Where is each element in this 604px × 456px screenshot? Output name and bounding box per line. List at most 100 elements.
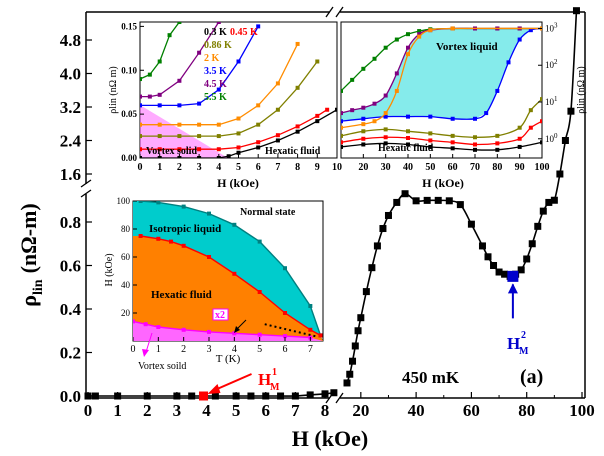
- inset-tr-x-tick-label: 60: [448, 162, 458, 173]
- inset-tl-data-point: [236, 145, 241, 150]
- inset-tr-x-tick-label: 80: [492, 162, 502, 173]
- x-tick-label: 7: [291, 401, 300, 420]
- inset-tl-series-line: [140, 61, 318, 137]
- main-data-point: [211, 392, 219, 400]
- inset-tl-data-point: [140, 122, 142, 127]
- y-tick-label: 0.8: [60, 213, 81, 232]
- x-tick-label: 2: [143, 401, 152, 420]
- inset-tr-data-point: [484, 111, 489, 116]
- x-tick-label: 100: [569, 401, 595, 420]
- inset-tr-y-tick-label: 102: [545, 58, 558, 70]
- inset-tl-legend-entry: 5.5 K: [204, 92, 227, 103]
- x-tick-label: 3: [173, 401, 182, 420]
- main-x-axis-title: H (kOe): [292, 426, 368, 451]
- inset-tl-data-point: [325, 107, 330, 112]
- inset-tl-data-point: [295, 124, 300, 129]
- inset-low-field-legend: 0.3 K 0.45 K 0.86 K 2 K 3.5 K 4.5 K 5.5 K: [204, 27, 258, 103]
- inset-tl-x-tick-label: 0: [138, 162, 143, 173]
- main-data-point: [501, 270, 509, 278]
- pd-x-tick-label: 2: [181, 344, 186, 355]
- inset-tl-data-point: [157, 103, 162, 108]
- inset-tl-data-point: [157, 59, 162, 64]
- inset-tr-data-point: [495, 133, 500, 138]
- tick-base: 10: [545, 134, 555, 144]
- phase-boundary-point: [257, 332, 262, 337]
- x-tick-label: 8: [321, 401, 330, 420]
- panel-label: (a): [520, 366, 543, 388]
- axis-break-mark: [80, 179, 92, 188]
- inset-tl-x-tick-label: 4: [216, 162, 221, 173]
- inset-tr-x-tick-label: 50: [425, 162, 435, 173]
- vortex-solid-arrow-head-icon: [142, 349, 149, 357]
- phase-boundary-point: [207, 255, 211, 259]
- inset-tr-data-point: [428, 138, 433, 143]
- main-data-point: [114, 392, 122, 400]
- tick-base: 10: [545, 60, 555, 70]
- inset-tl-data-point: [256, 145, 261, 150]
- inset-tr-data-point: [383, 111, 388, 116]
- h1-marker-label: H 1 M: [258, 367, 280, 393]
- inset-tr-data-point: [372, 101, 377, 106]
- phase-boundary-point: [143, 322, 148, 327]
- isotropic-liquid-label: Isotropic liquid: [149, 223, 221, 235]
- pd-y-tick-label: 40: [121, 280, 131, 290]
- inset-tl-data-point: [157, 134, 162, 139]
- inset-tl-x-title: H (kOe): [217, 176, 259, 190]
- h1-main: H: [258, 370, 271, 389]
- inset-tl-data-point: [197, 122, 202, 127]
- inset-tl-data-point: [177, 122, 182, 127]
- pd-x-tick-label: 4: [232, 344, 237, 355]
- main-data-point: [321, 390, 329, 398]
- inset-tl-data-point: [275, 138, 280, 143]
- h2-sub: M: [519, 346, 529, 357]
- phase-boundary-point: [232, 331, 237, 336]
- pd-y-tick-label: 80: [121, 224, 131, 234]
- main-y-axis-title: ρlin (nΩ-m): [16, 203, 46, 307]
- inset-tl-data-point: [315, 113, 320, 118]
- inset-tl-data-point: [167, 33, 172, 38]
- main-data-point: [277, 392, 285, 400]
- inset-phase-diagram: 0 1 2 3 4 5 6 7 20 40 60 80 100 Normal state Isotrop…: [104, 196, 324, 372]
- inset-tr-data-point: [540, 119, 542, 124]
- h2-arrow-head-icon: [507, 283, 518, 294]
- inset-tl-x-tick-label: 10: [332, 162, 342, 173]
- inset-tl-data-point: [236, 131, 241, 136]
- main-data-point: [550, 196, 558, 204]
- phase-boundary-point: [283, 334, 287, 339]
- inset-tr-x-tick-label: 70: [470, 162, 480, 173]
- inset-tl-y-title: ρlin (nΩ m): [108, 66, 119, 113]
- normal-state-label: Normal state: [240, 207, 296, 218]
- inset-tl-legend-entry: 2 K: [204, 53, 220, 64]
- inset-tl-x-tick-label: 1: [157, 162, 162, 173]
- inset-low-field: 0 1 2 3 4 5 6 7 8 9 10 0.00 0.05 0.10 0.15 0.3 K 0.45 K…: [108, 21, 342, 190]
- inset-tl-y-tick-label: 0.15: [121, 21, 137, 31]
- inset-tl-legend-entry: 0.3 K: [204, 27, 227, 38]
- inset-tr-data-point: [450, 116, 455, 121]
- inset-tl-x-tick-label: 2: [177, 162, 182, 173]
- inset-tl-data-point: [216, 134, 221, 139]
- inset-tl-data-point: [140, 147, 142, 152]
- axis-break-mark: [325, 6, 334, 18]
- main-data-point: [572, 7, 580, 15]
- inset-tr-data-point: [341, 88, 343, 93]
- inset-tr-series-line: [341, 27, 542, 129]
- inset-tl-x-tick-label: 5: [236, 162, 241, 173]
- main-data-point: [484, 253, 492, 261]
- main-data-point: [343, 379, 351, 387]
- inset-tr-data-point: [394, 71, 399, 76]
- hexatic-fluid-label-pd: Hexatic fluid: [151, 289, 212, 301]
- phase-boundary-point: [169, 239, 173, 244]
- inset-high-field-series: [341, 26, 542, 152]
- inset-tr-data-point: [361, 116, 366, 121]
- main-data-point: [91, 392, 99, 400]
- y-tick-label: 2.4: [60, 132, 82, 151]
- inset-tr-data-point: [383, 127, 388, 132]
- main-data-point: [379, 225, 387, 233]
- phase-boundary-point: [181, 204, 186, 209]
- inset-tl-data-point: [157, 147, 162, 152]
- inset-tr-data-point: [528, 125, 533, 130]
- vortex-solid-pd-label: Vortex soild: [138, 361, 186, 372]
- inset-tl-legend-entry: 4.5 K: [204, 79, 227, 90]
